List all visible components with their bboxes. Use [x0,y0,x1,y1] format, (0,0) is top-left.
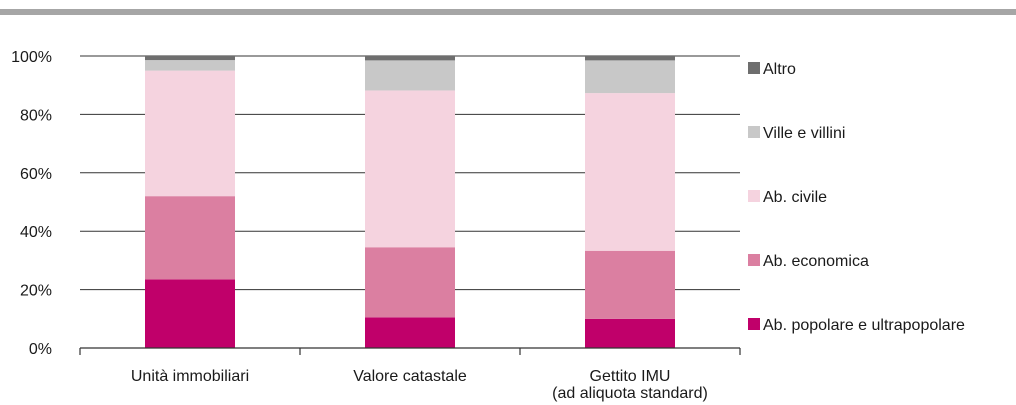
y-tick-label: 60% [20,166,52,183]
x-category-label: Gettito IMU [590,368,671,385]
bar-segment [365,90,455,248]
bar-segment [145,196,235,280]
bar-segment [585,93,675,251]
legend-swatch [748,62,760,74]
legend-swatch [748,254,760,266]
bar-segment [585,250,675,319]
bar-segment [145,60,235,71]
legend-label: Ab. economica [763,253,869,270]
y-tick-label: 20% [20,283,52,300]
bar-segment [365,60,455,91]
bar-segment [585,318,675,348]
legend-label: Ville e villini [763,125,845,142]
bar-segment [365,247,455,318]
bar-segment [585,56,675,61]
y-tick-label: 100% [11,49,52,66]
bar-segment [365,317,455,348]
legend-swatch [748,190,760,202]
bar-segment [145,70,235,197]
bar-segment [365,56,455,61]
legend-label: Ab. popolare e ultrapopolare [763,317,965,334]
bar-segment [585,60,675,94]
legend-swatch [748,126,760,138]
x-category-label: (ad aliquota standard) [552,385,708,402]
bar-segment [145,56,235,61]
top-rule [0,9,1016,15]
legend-label: Ab. civile [763,189,827,206]
x-category-label: Valore catastale [353,368,467,385]
legend-label: Altro [763,61,796,78]
y-tick-label: 0% [29,341,52,358]
y-tick-label: 40% [20,224,52,241]
bar-segment [145,279,235,348]
y-tick-label: 80% [20,107,52,124]
x-category-label: Unità immobiliari [131,368,249,385]
legend-swatch [748,318,760,330]
